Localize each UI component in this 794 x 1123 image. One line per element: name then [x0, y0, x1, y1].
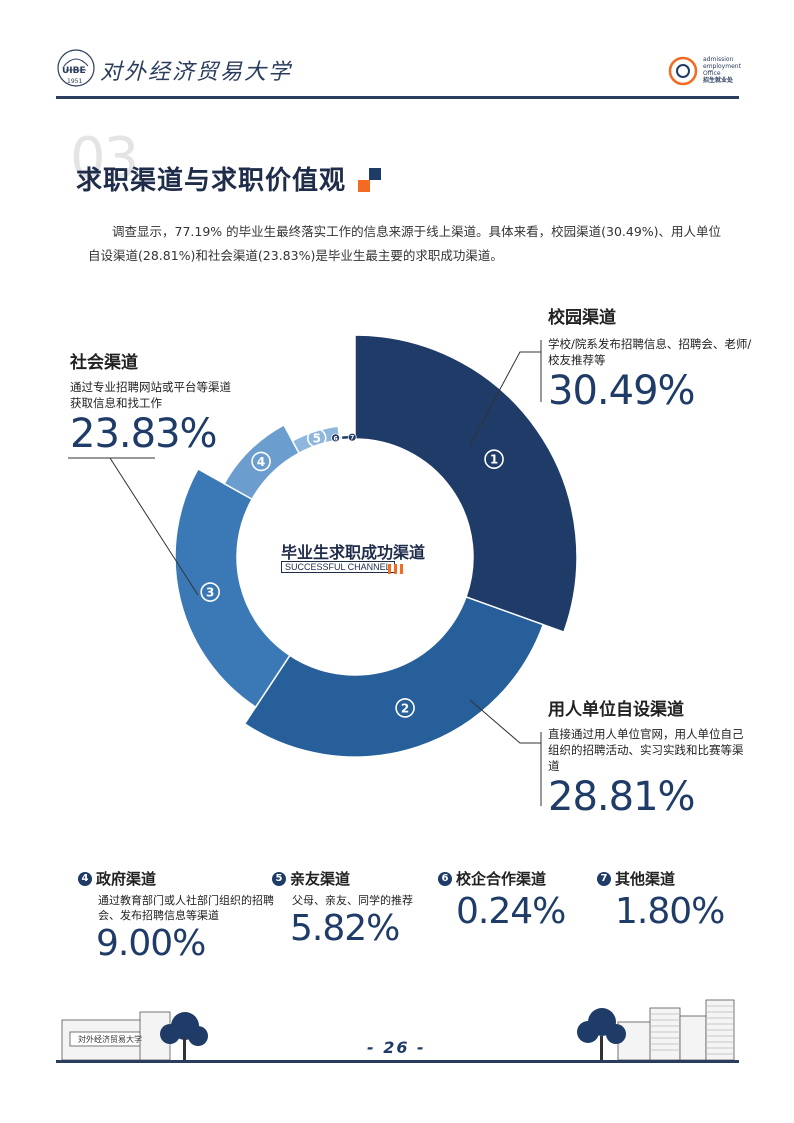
bottom-item-family: 5 亲友渠道 父母、亲友、同学的推荐 5.82%	[272, 868, 432, 949]
footer-illustration: 対外经济贸易大学	[56, 999, 739, 1063]
donut-slice-4	[223, 423, 301, 501]
bottom-item-pct: 9.00%	[96, 923, 206, 964]
bottom-item-number: 5	[272, 871, 286, 886]
bottom-item-title: 亲友渠道	[290, 870, 351, 888]
slice-number: 6	[333, 435, 337, 442]
bottom-item-desc: 父母、亲友、同学的推荐	[292, 894, 413, 907]
tree-right-icon	[577, 1008, 626, 1060]
slice-number-badge	[395, 698, 415, 718]
label-employer-pct: 28.81%	[548, 774, 696, 820]
office-line-3: Office	[703, 70, 721, 77]
slice-number-badge	[200, 582, 220, 602]
label-campus-pct: 30.49%	[548, 368, 696, 414]
slice-number: 7	[350, 435, 354, 442]
university-logo-icon	[57, 49, 95, 87]
chart-center-badge-text: SUCCESSFUL CHANNEL	[285, 562, 391, 572]
slice-number: 2	[401, 701, 409, 715]
label-social-pct: 23.83%	[70, 411, 218, 457]
bottom-item-government: 4 政府渠道 通过教育部门或人社部门组织的招聘会、发布招聘信息等渠道 9.00%	[78, 868, 278, 964]
leader-line-employer	[469, 699, 541, 744]
slice-number: 3	[206, 586, 214, 600]
donut-slice-2	[243, 595, 545, 758]
label-social: 社会渠道 通过专业招聘网站或平台等渠道获取信息和找工作 23.83%	[70, 348, 270, 457]
label-campus-desc: 学校/院系发布招聘信息、招聘会、老师/校友推荐等	[548, 337, 752, 367]
slice-number: 5	[313, 431, 321, 445]
leader-line-social	[68, 457, 199, 596]
logo-initials: UIBE	[62, 66, 86, 76]
university-name: 对外经济贸易大学	[100, 60, 293, 85]
logo-year: 1951	[67, 78, 83, 85]
bottom-item-pct: 1.80%	[615, 891, 725, 932]
section-number: 03	[70, 126, 139, 191]
tree-left-icon	[160, 1012, 208, 1060]
bottom-item-number: 4	[78, 871, 92, 886]
gate-plaque-text: 対外经济贸易大学	[78, 1034, 142, 1044]
bottom-item-title: 其他渠道	[615, 870, 676, 888]
label-employer: 用人单位自设渠道 直接通过用人单位官网，用人单位自己组织的招聘活动、实习实践和比…	[548, 695, 748, 820]
title-deco-square	[358, 180, 370, 192]
title-deco-square	[369, 168, 381, 180]
label-campus-title: 校园渠道	[548, 308, 616, 328]
page-header: UIBE 1951 对外经济贸易大学 admission employment …	[0, 0, 794, 100]
label-employer-title: 用人单位自设渠道	[548, 700, 684, 720]
badge-bars-icon	[388, 564, 403, 574]
bottom-item-other: 7 其他渠道 1.80%	[597, 868, 737, 932]
bottom-item-number: 7	[597, 871, 611, 886]
slice-number-badge	[484, 449, 504, 470]
office-line-2: employment	[703, 63, 741, 70]
chart-center-title: 毕业生求职成功渠道	[281, 543, 426, 562]
gate-wall-graphic	[61, 1011, 171, 1061]
bottom-item-pct: 0.24%	[456, 891, 566, 932]
slice-number-badge	[306, 428, 327, 448]
label-employer-desc: 直接通过用人单位官网，用人单位自己组织的招聘活动、实习实践和比赛等渠道	[548, 727, 744, 773]
donut-slice-5	[291, 425, 341, 455]
office-name: admission employment Office 招生就业处	[703, 56, 741, 84]
office-logo-icon	[668, 56, 698, 86]
page-number: - 26 -	[367, 1038, 426, 1057]
leader-line-campus	[469, 351, 541, 446]
office-line-1: admission	[703, 56, 734, 63]
building-graphic	[617, 999, 735, 1061]
chart-center-badge: SUCCESSFUL CHANNEL	[281, 561, 395, 573]
slice-number-badge	[251, 451, 271, 472]
section-title: 求职渠道与求职价值观	[76, 166, 347, 196]
donut-slice-3	[174, 467, 291, 709]
slice-number: 1	[490, 453, 498, 467]
label-social-desc: 通过专业招聘网站或平台等渠道获取信息和找工作	[70, 380, 231, 410]
bottom-item-pct: 5.82%	[290, 908, 400, 949]
slice-number-badge	[347, 432, 357, 442]
label-social-title: 社会渠道	[70, 353, 138, 373]
slice-number: 4	[257, 455, 265, 469]
bottom-item-title: 校企合作渠道	[456, 870, 547, 888]
slice-number-badge	[331, 433, 340, 443]
bottom-item-desc: 通过教育部门或人社部门组织的招聘会、发布招聘信息等渠道	[98, 894, 274, 922]
bottom-item-title: 政府渠道	[96, 870, 157, 888]
label-campus: 校园渠道 学校/院系发布招聘信息、招聘会、老师/校友推荐等 30.49%	[548, 303, 758, 414]
intro-paragraph: 调查显示，77.19% 的毕业生最终落实工作的信息来源于线上渠道。具体来看，校园…	[88, 224, 722, 263]
office-line-4: 招生就业处	[703, 77, 734, 84]
bottom-item-school-enterprise: 6 校企合作渠道 0.24%	[438, 868, 578, 932]
bottom-item-number: 6	[438, 871, 452, 886]
footer-rule	[56, 1060, 739, 1063]
header-rule	[56, 96, 739, 99]
donut-slice-1	[354, 334, 578, 634]
